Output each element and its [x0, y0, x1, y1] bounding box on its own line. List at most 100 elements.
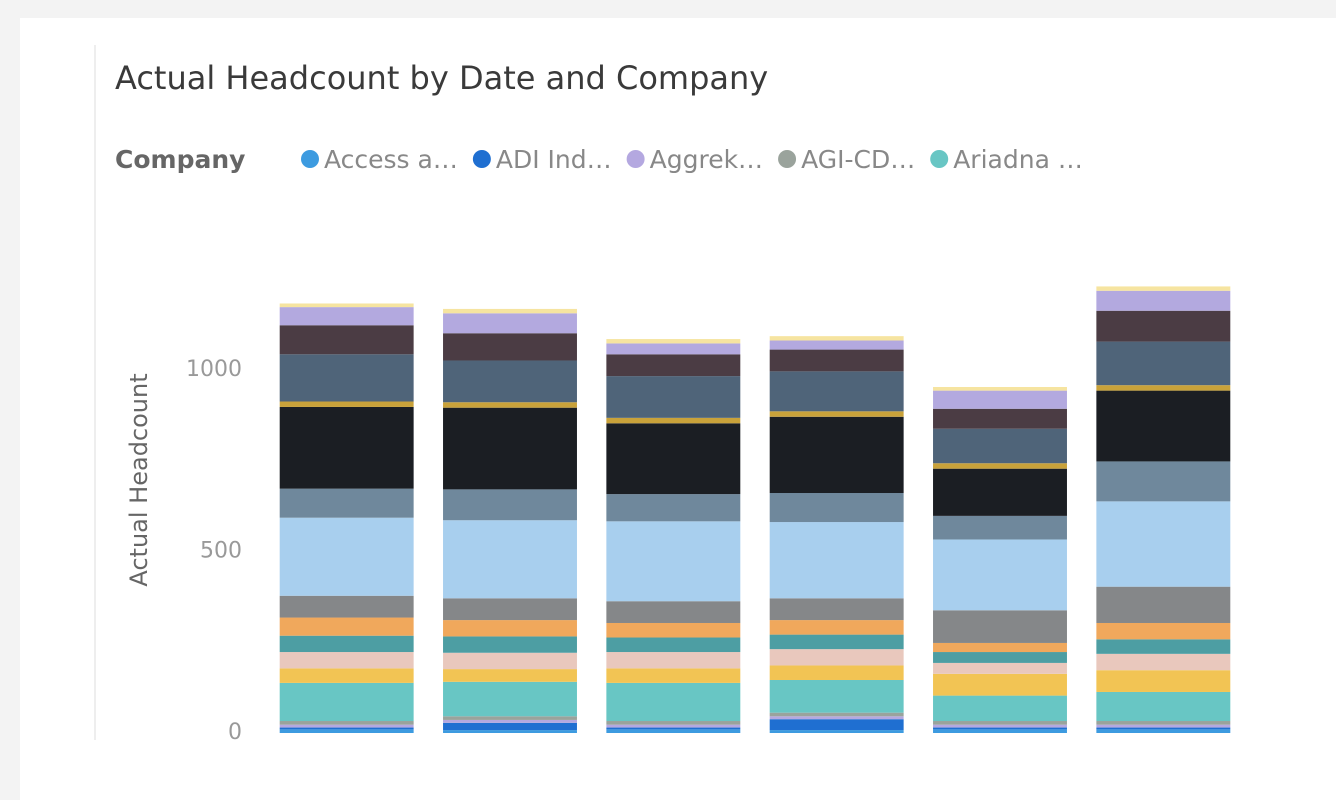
- bar-segment: [606, 668, 741, 683]
- bar-segment: [933, 390, 1067, 409]
- legend-label: ADI Ind…: [496, 145, 612, 174]
- y-tick-label: 0: [228, 720, 242, 745]
- bar-segment: [443, 652, 577, 670]
- bar-segment: [443, 407, 577, 490]
- bar-segment: [1096, 501, 1231, 587]
- bar-segment: [606, 494, 741, 522]
- bar-segment: [443, 520, 577, 599]
- bar-segment: [933, 386, 1067, 391]
- bar-segment: [443, 636, 577, 653]
- bar-segment: [606, 729, 741, 733]
- legend-marker: [930, 150, 949, 168]
- bar-segment: [769, 634, 904, 650]
- legend-label: Access a…: [324, 145, 458, 174]
- bar-segment: [933, 729, 1067, 733]
- bar-segment: [933, 724, 1067, 728]
- legend-label: Ariadna …: [953, 145, 1083, 174]
- y-tick-label: 500: [200, 538, 242, 563]
- bar-segment: [933, 673, 1067, 696]
- bar-segment: [279, 488, 414, 518]
- bar-segment: [933, 721, 1067, 725]
- bar-segment: [606, 354, 741, 377]
- bar-segment: [443, 620, 577, 637]
- bar-segment: [443, 681, 577, 717]
- legend-marker: [626, 150, 645, 168]
- bar-segment: [279, 617, 414, 636]
- bar-segment: [443, 402, 577, 408]
- bar-segment: [933, 662, 1067, 674]
- bar-segment: [606, 376, 741, 418]
- bar-segment: [769, 649, 904, 666]
- bar-segment: [1096, 461, 1231, 502]
- bar-segment: [1096, 390, 1231, 462]
- bar-segment: [1096, 586, 1231, 623]
- bar-segment: [1096, 729, 1231, 733]
- bar-segment: [443, 722, 577, 731]
- bar-segment: [606, 724, 741, 728]
- bar-segment: [279, 303, 414, 308]
- y-tick-label: 1000: [186, 357, 242, 382]
- chart-title: Actual Headcount by Date and Company: [115, 59, 768, 97]
- bar-segment: [1096, 653, 1231, 671]
- bar-segment: [769, 493, 904, 523]
- bar-segment: [1096, 286, 1231, 291]
- bar-segment: [443, 333, 577, 361]
- bar-segment: [769, 598, 904, 621]
- bar-segment: [769, 522, 904, 599]
- bar-segment: [1096, 385, 1231, 391]
- bar-segment: [769, 416, 904, 494]
- bar-segment: [606, 682, 741, 722]
- bar-segment: [933, 695, 1067, 722]
- bar-segment: [769, 371, 904, 412]
- bar-segment: [279, 682, 414, 722]
- bar-segment: [769, 336, 904, 341]
- bar-segment: [279, 595, 414, 618]
- bar-segment: [606, 423, 741, 495]
- bar-segment: [933, 652, 1067, 663]
- bar-segment: [443, 308, 577, 314]
- bar-segment: [933, 642, 1067, 653]
- bar-segment: [279, 401, 414, 407]
- bar-segment: [443, 360, 577, 403]
- bar-segment: [443, 669, 577, 682]
- legend-label: Aggrek…: [650, 145, 763, 174]
- bar-segment: [279, 724, 414, 728]
- bar-segment: [443, 489, 577, 521]
- bar-segment: [279, 652, 414, 669]
- bar-segment: [933, 610, 1067, 643]
- bar-segment: [443, 730, 577, 733]
- bar-segment: [1096, 290, 1231, 311]
- bar-segment: [443, 719, 577, 723]
- bar-segment: [279, 729, 414, 733]
- bar-segment: [933, 539, 1067, 611]
- bar-segment: [279, 668, 414, 683]
- bar-segment: [933, 408, 1067, 429]
- bar-segment: [606, 652, 741, 669]
- bar-segment: [443, 313, 577, 334]
- bar-segment: [1096, 691, 1231, 722]
- bar-segment: [769, 411, 904, 417]
- y-axis-label: Actual Headcount: [125, 373, 153, 586]
- bar-segment: [1096, 727, 1231, 730]
- bar-segment: [769, 712, 904, 717]
- bar-segment: [279, 721, 414, 725]
- bar-segment: [769, 349, 904, 372]
- legend-title: Company: [115, 145, 245, 174]
- bar-segment: [769, 716, 904, 720]
- bar-segment: [279, 354, 414, 402]
- bar-segment: [769, 665, 904, 680]
- bar-segment: [933, 463, 1067, 469]
- bar-segment: [606, 727, 741, 730]
- legend-marker: [778, 150, 797, 168]
- legend-marker: [472, 150, 491, 168]
- bar-segment: [933, 468, 1067, 516]
- bar-segment: [769, 719, 904, 731]
- bar-segment: [769, 730, 904, 733]
- bar-segment: [606, 343, 741, 355]
- bar-segment: [1096, 670, 1231, 692]
- bar-segment: [443, 598, 577, 621]
- bar-segment: [933, 428, 1067, 464]
- legend-marker: [301, 150, 319, 168]
- legend-label: AGI-CD…: [801, 145, 915, 174]
